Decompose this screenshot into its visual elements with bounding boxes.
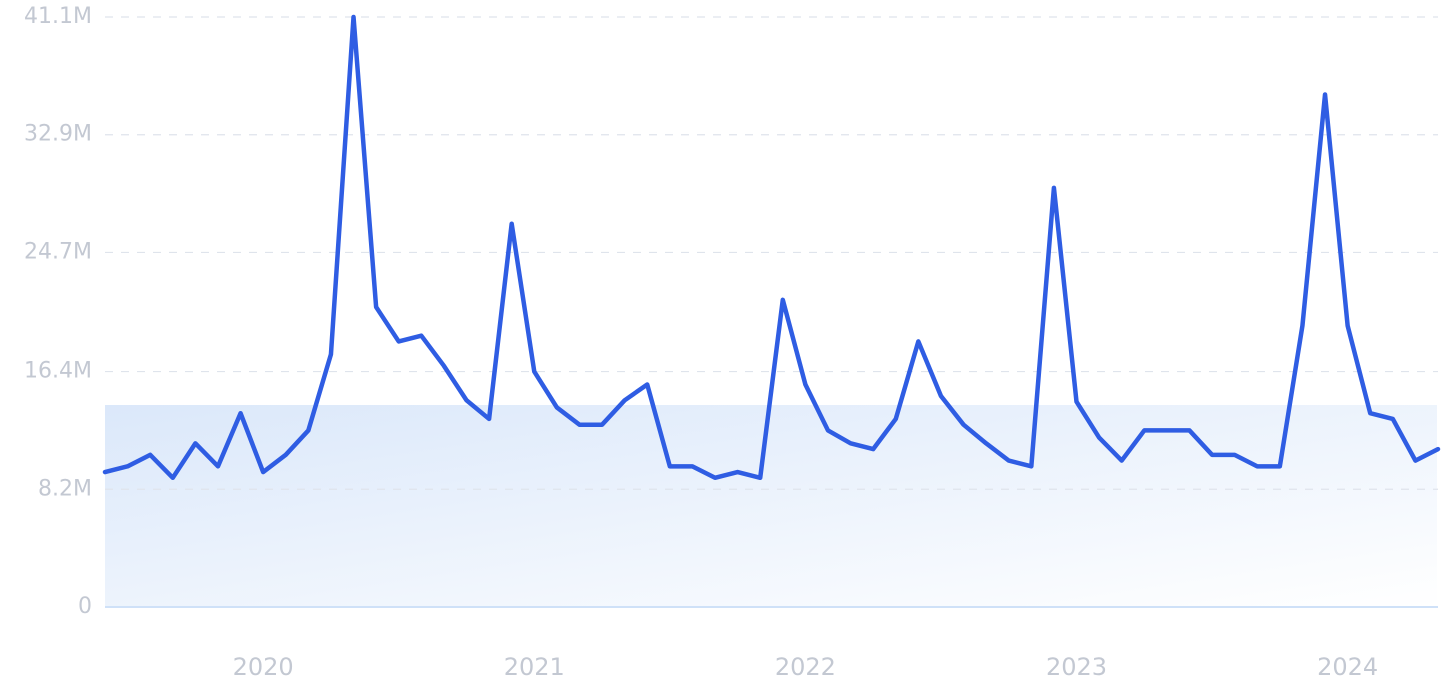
series-line	[102, 14, 1441, 481]
x-tick-label: 2023	[1046, 653, 1107, 681]
y-tick-label: 0	[78, 594, 92, 619]
highlight-band	[105, 405, 1437, 607]
y-tick-label: 32.9M	[24, 122, 92, 147]
y-tick-label: 24.7M	[24, 239, 92, 264]
x-tick-label: 2022	[775, 653, 836, 681]
y-tick-label: 16.4M	[24, 359, 92, 384]
x-tick-label: 2021	[504, 653, 565, 681]
x-tick-label: 2024	[1317, 653, 1378, 681]
y-tick-label: 41.1M	[24, 4, 92, 29]
x-tick-label: 2020	[233, 653, 294, 681]
y-tick-label: 8.2M	[38, 476, 92, 501]
